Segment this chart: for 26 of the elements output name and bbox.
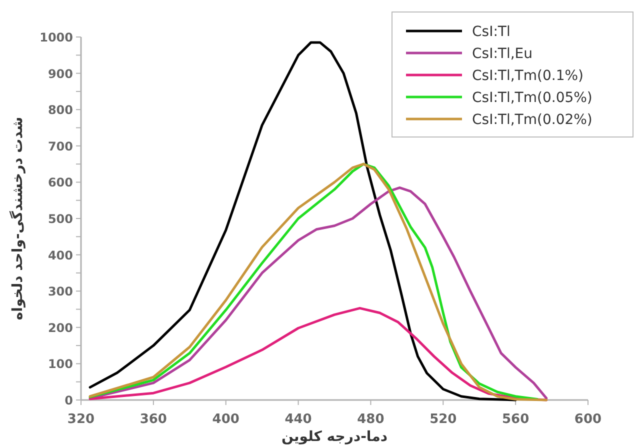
legend-label: CsI:Tl,Tm(0.1%)	[472, 68, 584, 84]
y-tick-label: 100	[48, 357, 73, 372]
y-axis-title: شدت درخشندگی-واحد دلخواه	[9, 116, 26, 320]
x-tick-label: 320	[67, 412, 95, 427]
legend-label: CsI:Tl,Tm(0.02%)	[472, 112, 592, 128]
y-tick-label: 400	[48, 248, 73, 262]
y-tick-label: 500	[48, 212, 73, 226]
y-tick-label: 0	[64, 394, 73, 408]
x-tick-label: 480	[357, 412, 384, 427]
y-tick-label: 700	[48, 139, 73, 154]
x-axis-title: دما-درجه کلوین	[281, 429, 388, 445]
y-tick-label: 1000	[40, 30, 73, 44]
x-tick-label: 400	[212, 412, 240, 427]
x-tick-label: 520	[430, 412, 457, 427]
legend-label: CsI:Tl	[472, 24, 510, 40]
y-tick-label: 800	[48, 103, 73, 118]
y-tick-label: 600	[48, 176, 73, 190]
y-tick-label: 900	[48, 66, 73, 81]
y-tick-label: 200	[48, 320, 73, 335]
legend-label: CsI:Tl,Eu	[472, 46, 533, 62]
x-tick-label: 600	[574, 412, 602, 427]
y-tick-label: 300	[48, 284, 73, 299]
x-tick-label: 360	[140, 412, 167, 427]
legend-label: CsI:Tl,Tm(0.05%)	[472, 90, 592, 106]
x-tick-label: 440	[284, 412, 312, 427]
x-tick-label: 560	[502, 412, 530, 427]
